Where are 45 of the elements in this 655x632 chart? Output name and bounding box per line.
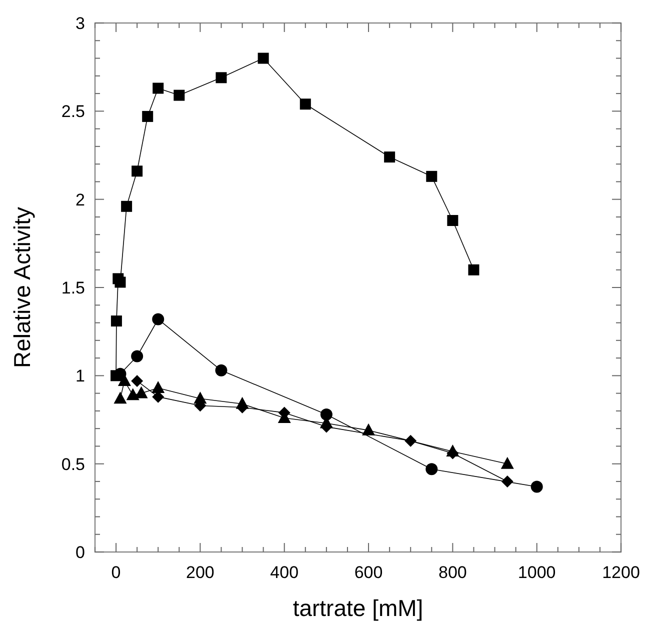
y-tick-label: 1 <box>76 366 85 386</box>
point <box>447 214 458 226</box>
point <box>501 475 514 488</box>
point <box>152 381 165 394</box>
point <box>114 276 126 288</box>
point <box>384 152 396 163</box>
point <box>404 434 417 447</box>
point <box>132 166 143 177</box>
point <box>126 388 140 400</box>
x-tick-label: 800 <box>438 563 467 582</box>
y-tick-label: 2 <box>76 190 85 210</box>
point <box>426 463 438 476</box>
x-tick-label: 0 <box>111 563 121 582</box>
point <box>152 82 164 94</box>
y-tick-label: 1.5 <box>61 278 85 298</box>
point <box>258 52 269 64</box>
point <box>426 170 438 182</box>
point <box>110 316 122 327</box>
y-tick-label: 3 <box>76 14 85 33</box>
point <box>468 264 480 276</box>
x-tick-label: 200 <box>186 563 214 582</box>
point <box>362 423 376 436</box>
point <box>152 313 164 326</box>
x-tick-label: 400 <box>270 563 299 582</box>
point <box>121 200 132 212</box>
point <box>114 392 127 404</box>
point <box>131 350 144 362</box>
point <box>320 408 332 420</box>
y-tick-label: 2.5 <box>61 102 85 122</box>
x-tick-label: 1200 <box>602 563 640 582</box>
y-tick-label: 0.5 <box>61 454 85 474</box>
point <box>300 98 311 110</box>
y-axis-title: Relative Activity <box>9 206 35 368</box>
point <box>134 386 148 398</box>
x-axis-title: tartrate [mM] <box>292 595 424 621</box>
point <box>131 374 144 387</box>
point <box>215 364 228 376</box>
point <box>142 110 154 122</box>
x-tick-label: 1000 <box>518 563 556 582</box>
y-tick-label: 0 <box>76 543 85 562</box>
point <box>216 72 227 84</box>
point <box>500 456 514 469</box>
x-tick-label: 600 <box>354 563 383 582</box>
point <box>530 480 543 493</box>
point <box>174 90 185 101</box>
